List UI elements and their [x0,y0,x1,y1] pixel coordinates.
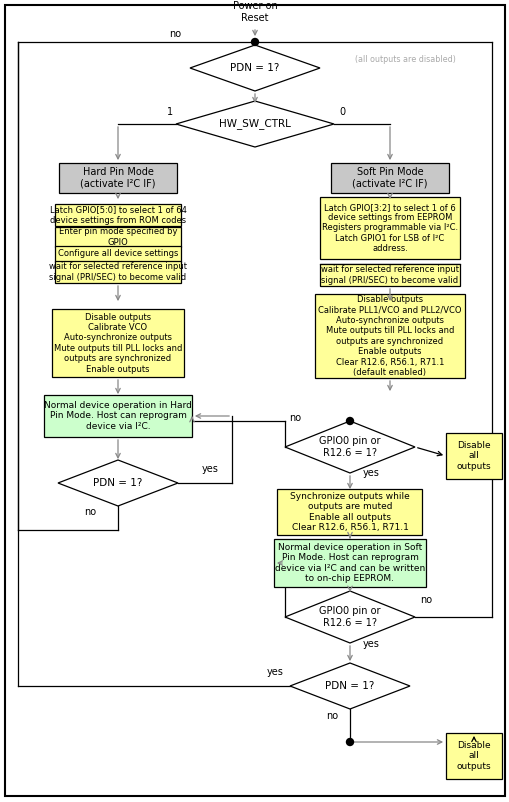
Text: Normal device operation in Hard
Pin Mode. Host can reprogram
device via I²C.: Normal device operation in Hard Pin Mode… [44,401,191,431]
FancyBboxPatch shape [315,294,464,378]
Text: no: no [168,29,181,39]
Polygon shape [58,460,178,506]
Text: Normal device operation in Soft
Pin Mode. Host can reprogram
device via I²C and : Normal device operation in Soft Pin Mode… [274,543,425,583]
Text: 1: 1 [166,107,173,117]
Polygon shape [176,101,333,147]
FancyBboxPatch shape [319,197,459,259]
Text: Disable
all
outputs: Disable all outputs [456,441,490,471]
Text: no: no [325,711,337,721]
Text: Disable outputs
Calibrate VCO
Auto-synchronize outputs
Mute outputs till PLL loc: Disable outputs Calibrate VCO Auto-synch… [54,313,182,374]
Circle shape [346,739,353,746]
Text: Soft Pin Mode
(activate I²C IF): Soft Pin Mode (activate I²C IF) [352,167,427,188]
Text: PDN = 1?: PDN = 1? [325,681,374,691]
Text: PDN = 1?: PDN = 1? [93,478,143,488]
Text: wait for selected reference input
signal (PRI/SEC) to become valid: wait for selected reference input signal… [320,265,458,285]
FancyBboxPatch shape [445,733,501,779]
FancyBboxPatch shape [55,261,181,283]
Text: 0: 0 [338,107,345,117]
Text: wait for selected reference input
signal (PRI/SEC) to become valid: wait for selected reference input signal… [49,262,187,282]
FancyBboxPatch shape [273,539,425,587]
FancyBboxPatch shape [44,395,191,437]
FancyBboxPatch shape [59,163,177,193]
Text: HW_SW_CTRL: HW_SW_CTRL [219,119,290,129]
Text: Latch GPIO[5:0] to select 1 of 64
device settings from ROM codes: Latch GPIO[5:0] to select 1 of 64 device… [49,205,186,225]
Text: Power on
Reset: Power on Reset [232,1,277,22]
FancyBboxPatch shape [5,5,504,796]
Text: Synchronize outputs while
outputs are muted
Enable all outputs
Clear R12.6, R56.: Synchronize outputs while outputs are mu… [290,492,409,532]
Text: yes: yes [362,639,379,649]
Circle shape [251,38,258,46]
Text: PDN = 1?: PDN = 1? [230,63,279,73]
Polygon shape [285,591,414,643]
Text: Hard Pin Mode
(activate I²C IF): Hard Pin Mode (activate I²C IF) [80,167,155,188]
FancyBboxPatch shape [319,264,459,286]
FancyBboxPatch shape [55,246,181,262]
Text: Configure all device settings: Configure all device settings [58,249,178,258]
Text: Disable
all
outputs: Disable all outputs [456,741,490,771]
FancyBboxPatch shape [52,309,184,377]
Text: yes: yes [362,468,379,478]
Text: no: no [84,507,96,517]
Text: GPIO0 pin or
R12.6 = 1?: GPIO0 pin or R12.6 = 1? [319,436,380,458]
FancyBboxPatch shape [55,227,181,247]
Text: no: no [419,595,431,605]
Text: (all outputs are disabled): (all outputs are disabled) [354,55,455,64]
Text: Enter pin mode specified by
GPIO: Enter pin mode specified by GPIO [59,227,177,247]
Text: Disable outputs
Calibrate PLL1/VCO and PLL2/VCO
Auto-synchronize outputs
Mute ou: Disable outputs Calibrate PLL1/VCO and P… [318,295,461,377]
FancyBboxPatch shape [277,489,421,535]
FancyBboxPatch shape [445,433,501,479]
Text: yes: yes [266,667,283,677]
Text: no: no [289,413,300,423]
Polygon shape [285,421,414,473]
FancyBboxPatch shape [330,163,448,193]
FancyBboxPatch shape [55,204,181,226]
Text: Latch GPIO[3:2] to select 1 of 6
device settings from EEPROM
Registers programma: Latch GPIO[3:2] to select 1 of 6 device … [321,203,457,253]
Text: yes: yes [201,464,218,474]
Circle shape [346,418,353,424]
Polygon shape [290,663,409,709]
Text: GPIO0 pin or
R12.6 = 1?: GPIO0 pin or R12.6 = 1? [319,606,380,628]
Polygon shape [190,45,319,91]
